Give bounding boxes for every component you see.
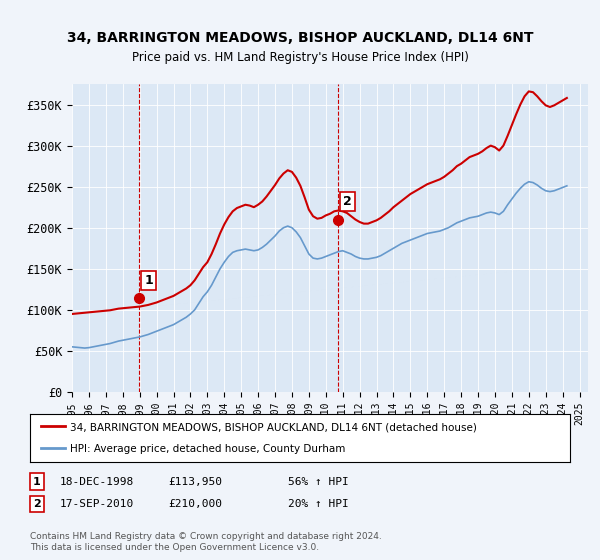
Text: 34, BARRINGTON MEADOWS, BISHOP AUCKLAND, DL14 6NT (detached house): 34, BARRINGTON MEADOWS, BISHOP AUCKLAND,…	[71, 423, 478, 433]
Text: £210,000: £210,000	[168, 499, 222, 509]
Text: 17-SEP-2010: 17-SEP-2010	[60, 499, 134, 509]
Text: 34, BARRINGTON MEADOWS, BISHOP AUCKLAND, DL14 6NT: 34, BARRINGTON MEADOWS, BISHOP AUCKLAND,…	[67, 31, 533, 45]
Text: 1: 1	[144, 274, 153, 287]
Text: 20% ↑ HPI: 20% ↑ HPI	[288, 499, 349, 509]
Text: £113,950: £113,950	[168, 477, 222, 487]
Text: HPI: Average price, detached house, County Durham: HPI: Average price, detached house, Coun…	[71, 444, 346, 454]
Text: 56% ↑ HPI: 56% ↑ HPI	[288, 477, 349, 487]
Text: Price paid vs. HM Land Registry's House Price Index (HPI): Price paid vs. HM Land Registry's House …	[131, 52, 469, 64]
Text: Contains HM Land Registry data © Crown copyright and database right 2024.
This d: Contains HM Land Registry data © Crown c…	[30, 532, 382, 552]
Text: 1: 1	[33, 477, 41, 487]
Text: 2: 2	[343, 195, 352, 208]
Text: 2: 2	[33, 499, 41, 509]
Text: 18-DEC-1998: 18-DEC-1998	[60, 477, 134, 487]
